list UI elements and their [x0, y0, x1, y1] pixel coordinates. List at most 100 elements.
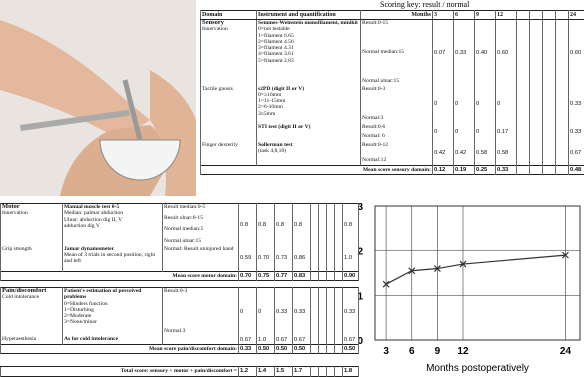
- value-cell: 0.50: [342, 344, 359, 354]
- value-cell: 0: [432, 123, 454, 142]
- instrument-cell: Semmes-Weinstein monofilament, minikit 0=…: [256, 19, 361, 86]
- value-cell: 0.60: [568, 19, 584, 86]
- marker: [562, 251, 569, 259]
- instrument-line: 0=Hinders function: [64, 300, 108, 307]
- scoring-cell: Normal: Result uninjured hand: [162, 245, 239, 272]
- empty-cell: [318, 203, 327, 246]
- domain-cell: Grip strength: [0, 245, 63, 272]
- value-cell: 0.77: [274, 271, 293, 281]
- instrument-line: 1=Disturbing: [64, 306, 94, 313]
- value-cell: 0.50: [256, 344, 275, 354]
- empty-cell: [529, 141, 543, 166]
- value-cell: 0.86: [292, 245, 311, 272]
- empty-cell: [529, 10, 543, 20]
- y-tick-label: 2: [357, 247, 363, 258]
- value-cell: 0: [495, 85, 517, 124]
- value-cell: 1.8: [342, 366, 359, 377]
- scoring-line: Normal:3: [164, 327, 186, 334]
- instrument-line: Jamar dynamometer: [64, 245, 115, 252]
- value-cell: 0.33: [453, 19, 475, 86]
- empty-cell: [318, 366, 327, 377]
- empty-cell: [542, 165, 556, 175]
- scoring: Result:0-12 Normal:12: [362, 142, 431, 164]
- scoring-cell: Result median:0-5 Result ulnar:0-15 Normal…: [162, 203, 239, 246]
- total-label: Total score: sensory + motor + pain/disc…: [0, 366, 239, 377]
- instrument-line: 0=≥16mm: [258, 91, 282, 98]
- scoring: Result:0-3 Normal:3: [362, 86, 431, 122]
- row: STI test (digit II or V) Result:0-6 Normal…: [200, 123, 584, 142]
- empty-cell: [326, 344, 335, 354]
- value-cell: 0: [432, 85, 454, 124]
- x-axis-label: Months postoperatively: [426, 363, 529, 374]
- header-cell: 12: [495, 10, 517, 20]
- scoring-line: Result:0-15: [362, 20, 389, 26]
- photo: [0, 0, 196, 196]
- header-cell: Months: [360, 10, 433, 20]
- value-cell: 0.42: [453, 141, 475, 166]
- subdomain: Finger dexterity: [202, 141, 238, 148]
- marker: [459, 260, 467, 268]
- table: Pain/discomfort Cold intolerance Patient's…: [0, 287, 359, 354]
- empty-cell: [542, 85, 556, 124]
- scoring-cell: Result:0-3 Normal:3: [162, 287, 239, 336]
- scoring: Result:0-3 Normal:3: [164, 288, 237, 334]
- marker: [382, 280, 390, 288]
- value-cell: 0.48: [568, 165, 584, 175]
- domain-cell: Pain/discomfort Cold intolerance: [0, 287, 63, 336]
- empty-cell: [516, 123, 530, 142]
- scoring-key: Scoring key: result / normal: [380, 0, 470, 9]
- table: Motor Innervation Manual muscle test 0-5 Me…: [0, 203, 359, 281]
- domain-cell: Hyperaesthesia: [0, 335, 63, 345]
- empty-cell: [529, 85, 543, 124]
- value-cell: 0.33: [292, 287, 311, 336]
- instrument-line: s2PD (digit II or V): [258, 85, 305, 92]
- scoring-line: Normal ulnar:15: [164, 237, 202, 244]
- scoring-cell: Result:0-15 Normal median:15 Normal ulnar:…: [360, 19, 433, 86]
- table: Total score: sensory + motor + pain/disc…: [0, 366, 359, 377]
- value-cell: 0.73: [274, 245, 293, 272]
- value-cell: 0: [453, 85, 475, 124]
- instrument-line: Mean of 3 trials in second position, rig…: [64, 251, 156, 265]
- scoring-line: Normal: Result uninjured hand: [164, 245, 234, 252]
- row: Finger dexterity Sollerman test (task 4,8,…: [200, 141, 584, 166]
- scoring-line: Normal ulnar:15: [362, 77, 400, 84]
- value-cell: 0.8: [342, 203, 359, 246]
- scoring-line: Normal median:5: [164, 226, 204, 233]
- value-cell: 0.19: [453, 165, 475, 175]
- domain-cell: Motor Innervation: [0, 203, 63, 246]
- empty-cell: [326, 287, 335, 336]
- empty-cell: [555, 123, 569, 142]
- empty-cell: [542, 19, 556, 86]
- empty-cell: [310, 287, 319, 336]
- scoring-cell: Result:0-6 Normal: 6: [360, 123, 433, 142]
- empty-cell: [310, 366, 319, 377]
- value-cell: 0.25: [474, 165, 496, 175]
- empty-cell: [334, 287, 343, 336]
- row: Tactile gnosis s2PD (digit II or V) 0=≥16m…: [200, 85, 584, 124]
- scoring-line: Result:0-3: [362, 85, 386, 92]
- subdomain: Hyperaesthesia: [2, 335, 37, 342]
- instrument-line: 4=filament 3.61: [258, 51, 294, 58]
- instrument-line: adduction dig V: [64, 222, 100, 229]
- empty-cell: [310, 271, 319, 281]
- scoring-line: Normal: 6: [362, 133, 385, 140]
- row: Motor Innervation Manual muscle test 0-5 Me…: [0, 203, 359, 246]
- scoring-cell: Result:0-3 Normal:3: [360, 85, 433, 124]
- value-cell: 0.50: [274, 344, 293, 354]
- value-cell: 0.67: [274, 335, 293, 345]
- total-row: Total score: sensory + motor + pain/disc…: [0, 366, 359, 377]
- empty-cell: [318, 344, 327, 354]
- empty-cell: [310, 203, 319, 246]
- y-tick-label: 0: [357, 336, 363, 347]
- empty-cell: [334, 335, 343, 345]
- scoring-cell: Result:0-12 Normal:12: [360, 141, 433, 166]
- value-cell: 0.8: [274, 203, 293, 246]
- instrument-line: STI test (digit II or V): [258, 123, 311, 130]
- table-body: Total score: sensory + motor + pain/disc…: [0, 366, 359, 377]
- instrument-line: 3=filament 4.31: [258, 45, 294, 52]
- empty-cell: [542, 141, 556, 166]
- header-cell: 3: [432, 10, 454, 20]
- value-cell: 0.33: [342, 287, 359, 336]
- y-tick-label: 1: [357, 291, 363, 302]
- instrument-line: Manual muscle test 0-5: [64, 204, 120, 210]
